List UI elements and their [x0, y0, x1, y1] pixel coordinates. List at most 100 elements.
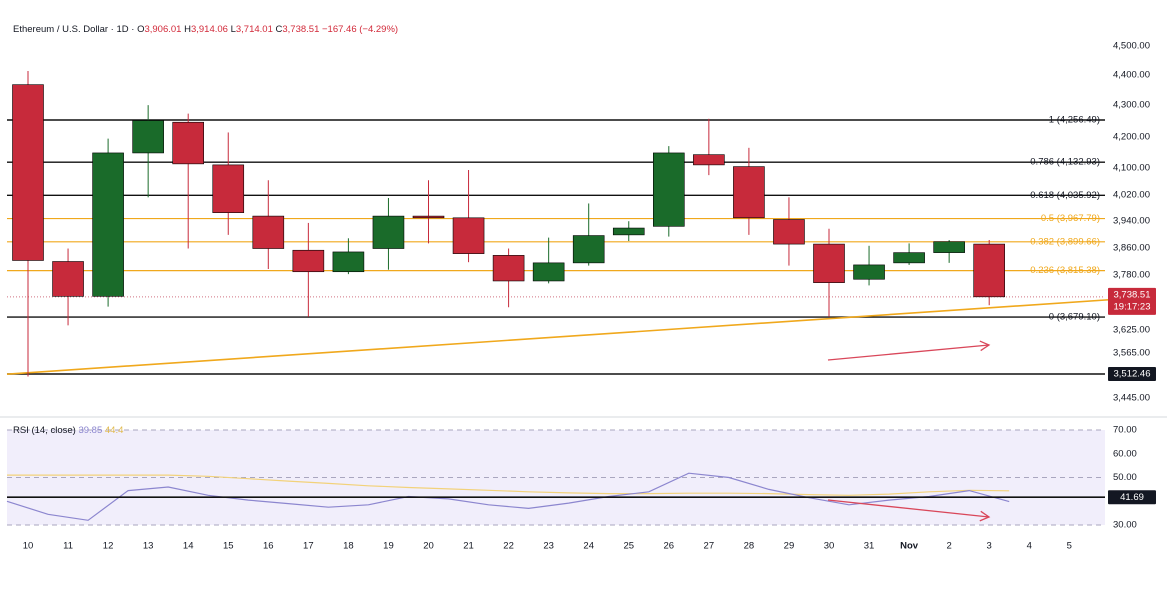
rsi-divergence-arrow: [827, 499, 990, 518]
x-axis-label: 27: [704, 541, 715, 552]
x-axis-label: 2: [947, 541, 952, 552]
x-axis-label: 28: [744, 541, 755, 552]
x-axis-label: 17: [303, 541, 314, 552]
rsi-ma-value: 44.4: [105, 425, 124, 436]
last-price-tag: [1108, 287, 1156, 315]
x-axis-label: 4: [1027, 541, 1032, 552]
chart-header: Ethereum / U.S. Dollar · 1D · O3,906.01 …: [13, 24, 398, 35]
ascending-trendline: [6, 296, 1150, 375]
price-tick-label: 3,860.00: [1113, 243, 1150, 254]
x-axis-label: 12: [103, 541, 114, 552]
rsi-divergence-arrow-head: [979, 510, 991, 522]
price-tick-label: 4,500.00: [1113, 41, 1150, 52]
close-label: C: [275, 24, 283, 35]
rsi-tick-label: 70.00: [1113, 425, 1137, 436]
price-tick-label: 4,300.00: [1113, 100, 1150, 111]
rsi-title-text: RSI (14, close): [13, 425, 78, 436]
rsi-title: RSI (14, close) 39.85 44.4: [13, 425, 123, 436]
price-tick-label: 3,565.00: [1113, 348, 1150, 359]
rsi-value: 39.85: [78, 425, 104, 436]
fib-level-label: 0.786 (4,132.93): [1030, 157, 1100, 168]
price-tick-label: 4,200.00: [1113, 132, 1150, 143]
high-value: 3,914.06: [190, 24, 228, 35]
x-axis-label: 20: [423, 541, 434, 552]
fib-level-label: 0.382 (3,899.66): [1030, 236, 1100, 247]
x-axis-label: 30: [824, 541, 835, 552]
candle-body: [92, 152, 124, 297]
last-price-label: 3,738.51: [1114, 289, 1151, 300]
x-axis-label: 26: [664, 541, 675, 552]
fib-level-label: 1 (4,256.49): [1049, 115, 1100, 126]
candle-body: [933, 241, 965, 253]
x-axis-label: Nov: [900, 541, 919, 552]
x-axis-label: 19: [383, 541, 394, 552]
x-axis-label: 29: [784, 541, 795, 552]
rsi-tick-label: 60.00: [1113, 448, 1137, 459]
x-axis-label: 16: [263, 541, 274, 552]
x-axis-label: 25: [623, 541, 634, 552]
price-tick-label: 4,400.00: [1113, 70, 1150, 81]
candle-body: [693, 154, 725, 166]
support-price-tag: [1108, 367, 1156, 381]
price-tick-label: 3,445.00: [1113, 393, 1150, 404]
candle-body: [733, 166, 765, 219]
candle-body: [292, 249, 325, 273]
candle-body: [813, 243, 845, 283]
fib-level-label: 0.618 (4,035.92): [1030, 190, 1100, 201]
candle-body: [12, 84, 44, 261]
close-value: 3,738.51: [282, 24, 320, 35]
candle-body: [973, 243, 1006, 298]
candle-body: [572, 235, 605, 264]
last-price-timer: 19:17:23: [1114, 301, 1151, 312]
x-axis-label: 23: [543, 541, 554, 552]
x-axis-label: 11: [63, 541, 73, 552]
x-axis-label: 21: [463, 541, 474, 552]
rsi-tick-label: 30.00: [1113, 520, 1137, 531]
price-tick-label: 3,625.00: [1113, 325, 1150, 336]
change-value: −167.46 (−4.29%): [322, 24, 399, 35]
fib-level-label: 0.5 (3,967.79): [1041, 213, 1100, 224]
price-tick-label: 3,780.00: [1113, 270, 1150, 281]
candle-body: [492, 255, 525, 282]
x-axis-label: 22: [503, 541, 514, 552]
price-tick-label: 4,020.00: [1113, 190, 1150, 201]
support-price-label: 3,512.46: [1114, 369, 1151, 380]
candle-body: [452, 217, 485, 254]
x-axis-label: 18: [343, 541, 354, 552]
price-tick-label: 4,100.00: [1113, 163, 1150, 174]
candle-body: [532, 262, 565, 282]
x-axis-label: 24: [583, 541, 594, 552]
candle-body: [652, 152, 685, 227]
rsi-level-label: 41.69: [1120, 492, 1144, 503]
rsi-tick-label: 50.00: [1113, 472, 1137, 483]
x-axis-label: 5: [1067, 541, 1072, 552]
candle-body: [52, 261, 84, 297]
candle-body: [212, 164, 245, 213]
candle-body: [853, 264, 885, 280]
rsi-ma-line: [7, 474, 1010, 496]
x-axis-label: 13: [143, 541, 154, 552]
rsi-level-tag: [1108, 490, 1156, 505]
candle-body: [612, 227, 645, 236]
high-label: H: [184, 24, 191, 35]
x-axis-label: 15: [223, 541, 234, 552]
candle-body: [893, 252, 925, 264]
price-tick-label: 3,940.00: [1113, 216, 1150, 227]
low-label: L: [230, 24, 236, 35]
candle-body: [332, 251, 365, 273]
rsi-line: [6, 472, 1010, 521]
x-axis-label: 14: [183, 541, 194, 552]
candle-body: [252, 215, 285, 249]
x-axis-label: 10: [23, 541, 34, 552]
price-divergence-arrow: [827, 344, 990, 361]
candle-body: [773, 219, 805, 245]
candle-body: [412, 215, 445, 219]
open-value: 3,906.01: [144, 24, 182, 35]
open-label: O: [137, 24, 145, 35]
fib-level-label: 0 (3,679.10): [1049, 312, 1100, 323]
price-divergence-arrow-head: [979, 340, 991, 352]
candle-body: [132, 120, 164, 154]
candle-body: [172, 121, 204, 165]
x-axis-label: 31: [864, 541, 875, 552]
